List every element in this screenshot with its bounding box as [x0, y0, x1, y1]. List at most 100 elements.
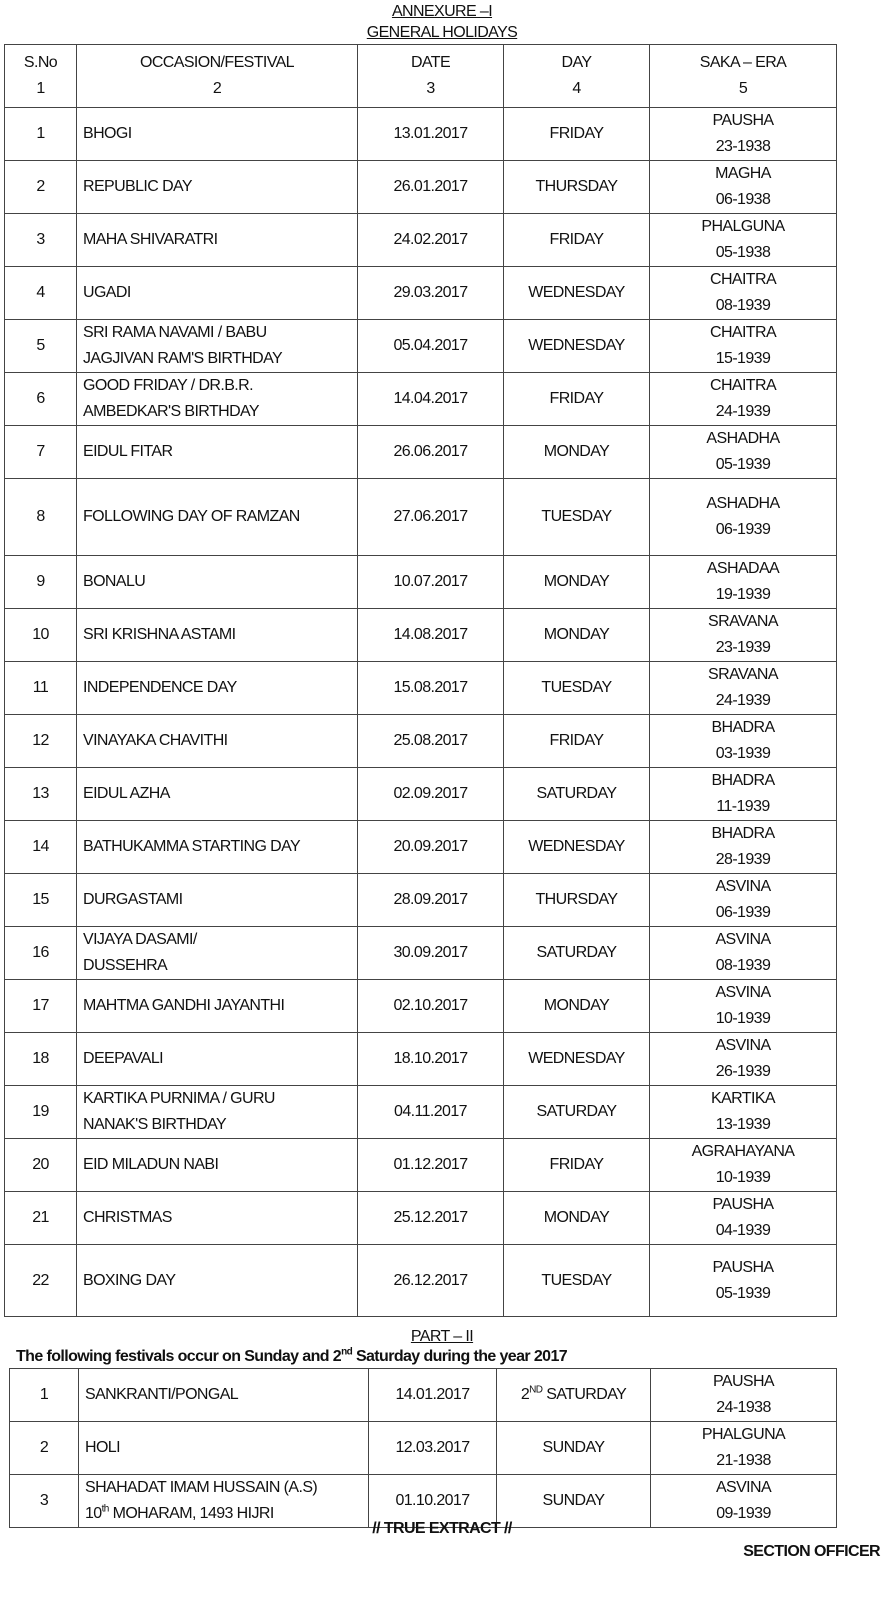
- cell-day: FRIDAY: [503, 714, 650, 768]
- cell-day: SATURDAY: [503, 1085, 650, 1139]
- table-row: 2 REPUBLIC DAY 26.01.2017 THURSDAY MAGHA…: [4, 160, 837, 214]
- cell-sno: 6: [4, 372, 77, 426]
- table-row: 4 UGADI 29.03.2017 WEDNESDAY CHAITRA 08-1…: [4, 266, 837, 320]
- cell-date: 02.09.2017: [357, 767, 504, 821]
- cell-occasion: SRI KRISHNA ASTAMI: [76, 608, 358, 662]
- part2-title: PART – II: [410, 1328, 474, 1345]
- cell-saka: ASVINA 09-1939: [650, 1474, 837, 1528]
- cell-day: SATURDAY: [503, 767, 650, 821]
- cell-sno: 14: [4, 820, 77, 874]
- part2-table: 1 SANKRANTI/PONGAL 14.01.2017 2ND SATURD…: [9, 1368, 837, 1528]
- cell-date: 01.12.2017: [357, 1138, 504, 1192]
- cell-sno: 21: [4, 1191, 77, 1245]
- cell-saka: ASVINA 10-1939: [649, 979, 837, 1033]
- cell-sno: 3: [9, 1474, 79, 1528]
- cell-date: 14.01.2017: [368, 1368, 497, 1422]
- cell-date: 02.10.2017: [357, 979, 504, 1033]
- cell-saka: PHALGUNA 21-1938: [650, 1421, 837, 1475]
- table-row: 6 GOOD FRIDAY / DR.B.R. AMBEDKAR'S BIRTHD…: [4, 372, 837, 426]
- cell-occasion: KARTIKA PURNIMA / GURU NANAK'S BIRTHDAY: [76, 1085, 358, 1139]
- cell-sno: 2: [9, 1421, 79, 1475]
- cell-day: MONDAY: [503, 1191, 650, 1245]
- cell-saka: PAUSHA 04-1939: [649, 1191, 837, 1245]
- cell-sno: 11: [4, 661, 77, 715]
- table-row: 11 INDEPENDENCE DAY 15.08.2017 TUESDAY S…: [4, 661, 837, 715]
- cell-saka: BHADRA 03-1939: [649, 714, 837, 768]
- cell-day: FRIDAY: [503, 1138, 650, 1192]
- cell-saka: CHAITRA 08-1939: [649, 266, 837, 320]
- cell-sno: 1: [9, 1368, 79, 1422]
- cell-date: 15.08.2017: [357, 661, 504, 715]
- table-row: 15 DURGASTAMI 28.09.2017 THURSDAY ASVINA…: [4, 873, 837, 927]
- cell-day: THURSDAY: [503, 873, 650, 927]
- cell-sno: 13: [4, 767, 77, 821]
- cell-occasion: GOOD FRIDAY / DR.B.R. AMBEDKAR'S BIRTHDAY: [76, 372, 358, 426]
- table-row: 17 MAHTMA GANDHI JAYANTHI 02.10.2017 MON…: [4, 979, 837, 1033]
- true-extract: // TRUE EXTRACT //: [372, 1520, 512, 1537]
- general-holidays-table: S.No 1 OCCASION/FESTIVAL 2 DATE 3 DAY 4 SAKA…: [4, 44, 837, 1317]
- cell-sno: 8: [4, 478, 77, 556]
- cell-occasion: VINAYAKA CHAVITHI: [76, 714, 358, 768]
- cell-day: 2ND SATURDAY: [496, 1368, 651, 1422]
- cell-day: MONDAY: [503, 608, 650, 662]
- annexure-title: ANNEXURE –I: [391, 3, 493, 20]
- cell-day: TUESDAY: [503, 1244, 650, 1317]
- cell-occasion: EIDUL FITAR: [76, 425, 358, 479]
- cell-date: 26.12.2017: [357, 1244, 504, 1317]
- cell-sno: 18: [4, 1032, 77, 1086]
- cell-day: SUNDAY: [496, 1421, 651, 1475]
- table-row: 3 MAHA SHIVARATRI 24.02.2017 FRIDAY PHAL…: [4, 213, 837, 267]
- cell-saka: PHALGUNA 05-1938: [649, 213, 837, 267]
- cell-date: 26.06.2017: [357, 425, 504, 479]
- header-occasion: OCCASION/FESTIVAL 2: [76, 44, 358, 108]
- cell-day: WEDNESDAY: [503, 319, 650, 373]
- part2-note: The following festivals occur on Sunday …: [16, 1346, 568, 1365]
- cell-date: 18.10.2017: [357, 1032, 504, 1086]
- cell-occasion: INDEPENDENCE DAY: [76, 661, 358, 715]
- header-sno: S.No 1: [4, 44, 77, 108]
- cell-occasion: UGADI: [76, 266, 358, 320]
- cell-occasion: MAHTMA GANDHI JAYANTHI: [76, 979, 358, 1033]
- cell-saka: ASVINA 08-1939: [649, 926, 837, 980]
- cell-sno: 12: [4, 714, 77, 768]
- cell-day: MONDAY: [503, 425, 650, 479]
- cell-day: WEDNESDAY: [503, 1032, 650, 1086]
- cell-date: 29.03.2017: [357, 266, 504, 320]
- cell-occasion: REPUBLIC DAY: [76, 160, 358, 214]
- page-title: GENERAL HOLIDAYS: [366, 24, 518, 41]
- cell-date: 26.01.2017: [357, 160, 504, 214]
- cell-day: MONDAY: [503, 979, 650, 1033]
- cell-occasion: BHOGI: [76, 107, 358, 161]
- table-row: 7 EIDUL FITAR 26.06.2017 MONDAY ASHADHA 0…: [4, 425, 837, 479]
- cell-occasion: CHRISTMAS: [76, 1191, 358, 1245]
- table-row: 1 BHOGI 13.01.2017 FRIDAY PAUSHA 23-1938: [4, 107, 837, 161]
- header-day: DAY 4: [503, 44, 650, 108]
- cell-occasion: EID MILADUN NABI: [76, 1138, 358, 1192]
- cell-date: 25.12.2017: [357, 1191, 504, 1245]
- cell-day: TUESDAY: [503, 661, 650, 715]
- cell-day: FRIDAY: [503, 213, 650, 267]
- table-row: 21 CHRISTMAS 25.12.2017 MONDAY PAUSHA 04-…: [4, 1191, 837, 1245]
- cell-occasion: BOXING DAY: [76, 1244, 358, 1317]
- cell-occasion: FOLLOWING DAY OF RAMZAN: [76, 478, 358, 556]
- cell-day: SATURDAY: [503, 926, 650, 980]
- table-row: 12 VINAYAKA CHAVITHI 25.08.2017 FRIDAY B…: [4, 714, 837, 768]
- cell-date: 13.01.2017: [357, 107, 504, 161]
- cell-occasion: DEEPAVALI: [76, 1032, 358, 1086]
- cell-occasion: HOLI: [78, 1421, 369, 1475]
- table-row: 14 BATHUKAMMA STARTING DAY 20.09.2017 WE…: [4, 820, 837, 874]
- cell-date: 05.04.2017: [357, 319, 504, 373]
- cell-date: 14.04.2017: [357, 372, 504, 426]
- cell-sno: 3: [4, 213, 77, 267]
- cell-saka: SRAVANA 24-1939: [649, 661, 837, 715]
- cell-saka: PAUSHA 23-1938: [649, 107, 837, 161]
- cell-date: 28.09.2017: [357, 873, 504, 927]
- table-row: 22 BOXING DAY 26.12.2017 TUESDAY PAUSHA 0…: [4, 1244, 837, 1317]
- cell-date: 25.08.2017: [357, 714, 504, 768]
- cell-saka: AGRAHAYANA 10-1939: [649, 1138, 837, 1192]
- table-row: 9 BONALU 10.07.2017 MONDAY ASHADAA 19-193…: [4, 555, 837, 609]
- cell-saka: MAGHA 06-1938: [649, 160, 837, 214]
- cell-sno: 15: [4, 873, 77, 927]
- cell-saka: ASVINA 26-1939: [649, 1032, 837, 1086]
- cell-occasion: SHAHADAT IMAM HUSSAIN (A.S) 10th MOHARAM,…: [78, 1474, 369, 1528]
